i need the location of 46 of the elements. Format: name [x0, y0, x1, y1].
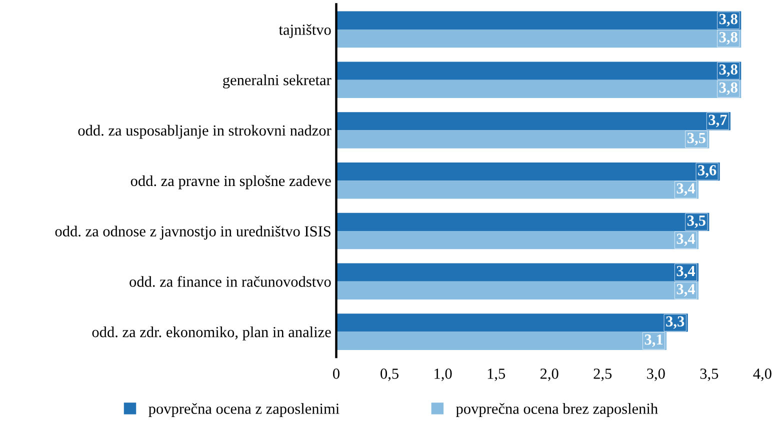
- data-label: 3,3: [666, 316, 684, 329]
- y-tick-label: odd. za odnose z javnostjo in uredništvo ISIS: [55, 226, 330, 240]
- y-tick-label: odd. za zdr. ekonomiko, plan in analize: [92, 326, 331, 340]
- data-label: 3,8: [719, 64, 738, 77]
- data-label: 3,4: [676, 234, 696, 246]
- y-tick-label: odd. za finance in računovodstvo: [130, 276, 331, 287]
- bar: [336, 62, 742, 80]
- data-label: 3,6: [698, 165, 716, 178]
- x-tick-label: 3,5: [700, 368, 718, 382]
- legend-label: povprečna ocena z zaposlenimi: [148, 403, 340, 418]
- bar: [336, 263, 699, 282]
- bar: [336, 314, 688, 332]
- bar: [336, 29, 742, 48]
- data-label: 3,4: [676, 183, 696, 196]
- data-label: 3,8: [719, 32, 738, 45]
- data-label: 3,5: [687, 132, 706, 146]
- data-label: 3,5: [687, 216, 706, 228]
- data-label: 3,1: [644, 334, 663, 347]
- data-label: 3,7: [708, 114, 727, 128]
- x-tick-label: 3,0: [647, 368, 665, 382]
- legend-label: povprečna ocena brez zaposlenih: [456, 403, 658, 418]
- y-tick-label: odd. za usposabljanje in strokovni nadzor: [78, 124, 332, 139]
- data-label: 3,8: [719, 82, 738, 95]
- data-label: 3,4: [676, 266, 696, 278]
- bar: [336, 180, 699, 199]
- data-label: 3,4: [676, 284, 696, 297]
- x-tick-label: 2,5: [594, 368, 612, 382]
- bar: [336, 112, 730, 130]
- x-tick-label: 0,5: [380, 368, 398, 382]
- bar: [336, 130, 710, 148]
- y-tick-label: generalni sekretar: [223, 74, 332, 88]
- y-tick-label: odd. za pravne in splošne zadeve: [130, 175, 331, 190]
- data-label: 3,8: [719, 14, 738, 26]
- bar: [336, 281, 699, 300]
- x-tick-label: 1,0: [434, 368, 452, 382]
- x-tick-label: 2,0: [540, 368, 558, 382]
- bar: [336, 80, 742, 98]
- bar: [336, 11, 742, 30]
- bar: [336, 231, 699, 250]
- x-tick-label: 1,5: [488, 368, 506, 382]
- x-tick-label: 0: [333, 368, 340, 379]
- y-tick-label: tajništvo: [278, 24, 331, 38]
- bar: [336, 332, 667, 350]
- bar: [336, 162, 720, 181]
- bar: [336, 212, 710, 232]
- x-tick-label: 4,0: [753, 368, 772, 382]
